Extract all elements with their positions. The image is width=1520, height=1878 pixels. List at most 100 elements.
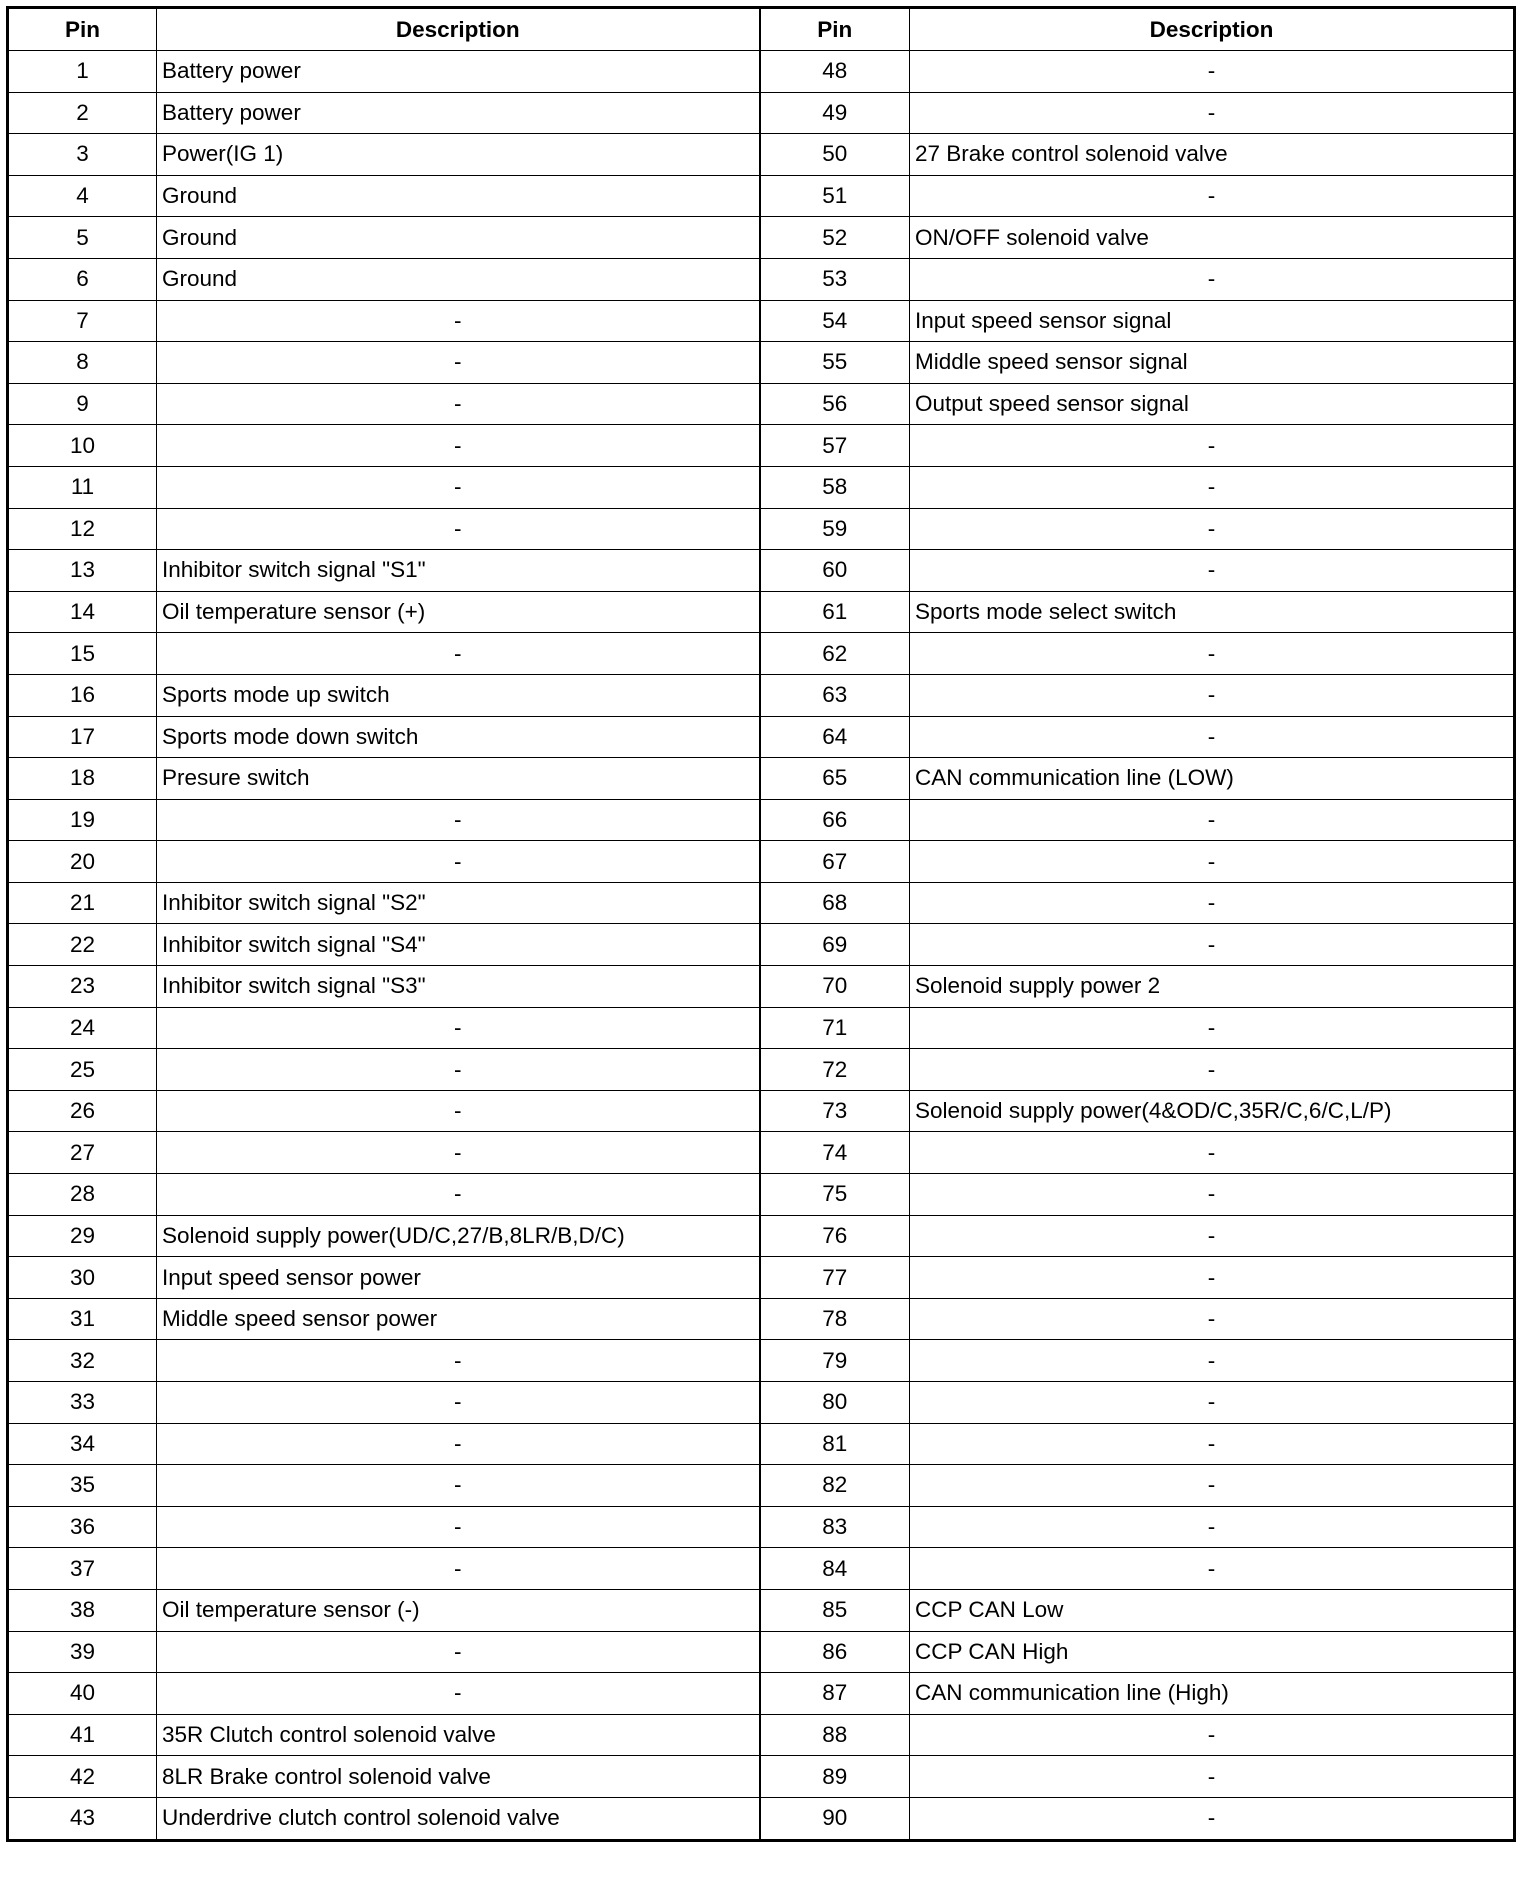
pin-description-left: Battery power [156, 91, 760, 135]
pin-description-right: - [909, 1048, 1515, 1091]
pin-description-left: Inhibitor switch signal "S2" [156, 881, 760, 925]
pin-number-right: 86 [758, 1630, 910, 1674]
pin-number-left: 35 [7, 1464, 157, 1507]
table-row: 40-87 CAN communication line (High) [7, 1672, 1515, 1715]
pin-number-right: 84 [758, 1547, 910, 1590]
pin-description-left: - [156, 507, 760, 551]
pin-number-left: 24 [7, 1006, 157, 1050]
pin-description-table: Pin Description Pin Description 1 Battery… [6, 6, 1516, 1842]
table-row: 36-83- [7, 1505, 1515, 1549]
pin-description-right: Sports mode select switch [909, 590, 1515, 634]
table-row: 22 Inhibitor switch signal "S4" 69- [7, 923, 1515, 967]
table-row: 9-56 Output speed sensor signal [7, 382, 1515, 426]
pin-description-left: Inhibitor switch signal "S4" [156, 923, 760, 967]
pin-description-right: - [909, 923, 1515, 967]
pin-description-right: - [909, 257, 1515, 301]
pin-number-right: 55 [758, 341, 910, 384]
pin-description-left: Input speed sensor power [156, 1256, 760, 1299]
pin-number-right: 58 [758, 465, 910, 509]
pin-description-left: - [156, 1381, 760, 1424]
table-row: 18 Presure switch 65 CAN communication line… [7, 757, 1515, 800]
pin-number-right: 48 [758, 50, 910, 93]
pin-description-left: Middle speed sensor power [156, 1297, 760, 1341]
pin-number-left: 43 [7, 1796, 157, 1841]
pin-description-left: Presure switch [156, 757, 760, 800]
table-row: 43 Underdrive clutch control solenoid val… [7, 1796, 1515, 1841]
pin-description-left: - [156, 1089, 760, 1133]
pin-description-left: Inhibitor switch signal "S3" [156, 965, 760, 1008]
table-row: 24-71- [7, 1006, 1515, 1050]
table-row: 12-59- [7, 507, 1515, 551]
pin-number-left: 8 [7, 341, 157, 384]
table-row: 42 8LR Brake control solenoid valve 89- [7, 1755, 1515, 1798]
pin-description-right: CAN communication line (LOW) [909, 757, 1515, 800]
pin-description-left: Inhibitor switch signal "S1" [156, 549, 760, 592]
pin-number-left: 10 [7, 424, 157, 467]
table-row: 1 Battery power 48- [7, 50, 1515, 93]
header-pin-right: Pin [758, 7, 910, 51]
header-pin-left: Pin [7, 7, 157, 51]
pin-description-left: - [156, 1672, 760, 1715]
pin-number-right: 49 [758, 91, 910, 135]
table-row: 8-55 Middle speed sensor signal [7, 341, 1515, 384]
pin-number-right: 75 [758, 1173, 910, 1216]
table-row: 31 Middle speed sensor power 78- [7, 1297, 1515, 1341]
pin-number-right: 81 [758, 1422, 910, 1466]
pin-description-right: - [909, 1256, 1515, 1299]
pin-description-left: Sports mode down switch [156, 715, 760, 759]
table-row: 11-58- [7, 465, 1515, 509]
pin-number-left: 18 [7, 757, 157, 800]
table-row: 26-73 Solenoid supply power(4&OD/C,35R/C,… [7, 1089, 1515, 1133]
table-row: 34-81- [7, 1422, 1515, 1466]
pin-number-left: 23 [7, 965, 157, 1008]
pin-description-left: - [156, 1006, 760, 1050]
pin-description-left: Power(IG 1) [156, 133, 760, 176]
pin-number-right: 90 [758, 1796, 910, 1841]
table-row: 20-67- [7, 840, 1515, 883]
pin-description-right: Input speed sensor signal [909, 299, 1515, 343]
pin-number-right: 83 [758, 1505, 910, 1549]
pin-description-left: Ground [156, 257, 760, 301]
pin-number-right: 60 [758, 549, 910, 592]
pin-description-right: ON/OFF solenoid valve [909, 216, 1515, 259]
table-row: 25-72- [7, 1048, 1515, 1091]
pin-number-right: 61 [758, 590, 910, 634]
pin-description-right: - [909, 1713, 1515, 1757]
pin-description-right: - [909, 1796, 1515, 1841]
table-row: 6 Ground 53- [7, 257, 1515, 301]
table-row: 30 Input speed sensor power 77- [7, 1256, 1515, 1299]
pin-number-right: 59 [758, 507, 910, 551]
pin-number-left: 7 [7, 299, 157, 343]
pin-description-left: Ground [156, 216, 760, 259]
pin-number-right: 77 [758, 1256, 910, 1299]
pin-description-left: - [156, 1131, 760, 1175]
pin-description-left: 8LR Brake control solenoid valve [156, 1755, 760, 1798]
pin-number-right: 80 [758, 1381, 910, 1424]
pin-description-right: - [909, 507, 1515, 551]
pin-number-right: 88 [758, 1713, 910, 1757]
pin-number-right: 85 [758, 1588, 910, 1632]
pin-description-right: - [909, 1422, 1515, 1466]
table-row: 37-84- [7, 1547, 1515, 1590]
pin-description-right: - [909, 1505, 1515, 1549]
table-row: 2 Battery power 49- [7, 91, 1515, 135]
table-row: 39-86 CCP CAN High [7, 1630, 1515, 1674]
pin-number-right: 87 [758, 1672, 910, 1715]
pin-description-left: - [156, 1547, 760, 1590]
pin-number-right: 57 [758, 424, 910, 467]
pin-description-right: - [909, 465, 1515, 509]
pin-description-left: Oil temperature sensor (+) [156, 590, 760, 634]
table-row: 17 Sports mode down switch 64- [7, 715, 1515, 759]
header-row: Pin Description Pin Description [7, 7, 1515, 51]
pin-description-left: - [156, 840, 760, 883]
pin-description-left: Ground [156, 174, 760, 218]
pin-number-left: 39 [7, 1630, 157, 1674]
table-row: 35-82- [7, 1464, 1515, 1507]
pin-number-left: 9 [7, 382, 157, 426]
pin-number-left: 5 [7, 216, 157, 259]
table-row: 5 Ground 52 ON/OFF solenoid valve [7, 216, 1515, 259]
pin-number-left: 36 [7, 1505, 157, 1549]
pin-number-right: 72 [758, 1048, 910, 1091]
pin-description-left: - [156, 1173, 760, 1216]
pin-number-left: 28 [7, 1173, 157, 1216]
